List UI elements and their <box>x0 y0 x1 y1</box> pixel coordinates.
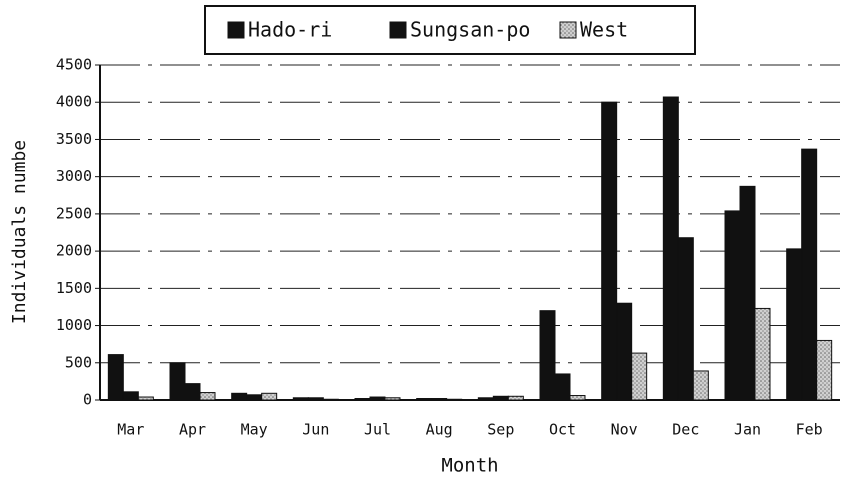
bar <box>122 391 139 401</box>
x-tick-label: Oct <box>549 421 576 439</box>
bar <box>184 383 201 401</box>
bar <box>786 248 803 401</box>
x-axis-label: Month <box>441 455 498 477</box>
y-tick-label: 2500 <box>56 204 92 222</box>
x-tick-label: Feb <box>796 421 823 439</box>
x-tick-label: Nov <box>611 421 638 439</box>
y-tick-label: 3500 <box>56 130 92 148</box>
bar <box>631 352 648 401</box>
y-tick-label: 1500 <box>56 279 92 297</box>
legend-swatch <box>227 21 245 39</box>
y-tick-label: 4500 <box>56 56 92 74</box>
bar <box>739 185 756 401</box>
legend-box <box>204 5 696 55</box>
y-tick-label: 1000 <box>56 316 92 334</box>
x-tick-label: Dec <box>672 421 699 439</box>
bar <box>554 373 571 401</box>
bar <box>231 392 248 401</box>
bar <box>539 310 556 401</box>
bar <box>369 396 386 401</box>
bar <box>754 307 771 401</box>
bar <box>137 396 154 401</box>
y-tick-label: 500 <box>65 353 92 371</box>
y-axis-label: Individuals numbe <box>9 140 30 324</box>
bar <box>431 398 448 401</box>
bar <box>384 397 401 401</box>
x-tick-label: Apr <box>179 421 206 439</box>
bar <box>616 302 633 401</box>
bar <box>662 96 679 401</box>
bar <box>199 392 216 401</box>
bar <box>816 339 833 401</box>
x-tick-label: Aug <box>426 421 453 439</box>
bar <box>307 397 324 401</box>
bar <box>107 354 124 401</box>
bar <box>354 398 371 401</box>
bar <box>292 397 309 401</box>
x-tick-label: Sep <box>487 421 514 439</box>
bar <box>261 392 278 401</box>
legend-label: Sungsan-po <box>410 18 530 42</box>
y-tick-label: 0 <box>83 391 92 409</box>
y-tick-label: 4000 <box>56 93 92 111</box>
bar <box>246 394 263 401</box>
legend-swatch <box>389 21 407 39</box>
legend-label: West <box>580 18 628 42</box>
bar <box>677 237 694 401</box>
bar <box>169 362 186 401</box>
legend-label: Hado-ri <box>248 18 332 42</box>
bar <box>801 148 818 401</box>
bar <box>724 210 741 401</box>
x-tick-label: Jun <box>302 421 329 439</box>
bar <box>492 395 509 401</box>
bar <box>416 398 433 401</box>
y-tick-label: 2000 <box>56 242 92 260</box>
bar <box>601 101 618 401</box>
bar <box>322 398 339 401</box>
x-tick-label: Jan <box>734 421 761 439</box>
bar <box>477 397 494 401</box>
bar <box>507 395 524 401</box>
x-tick-label: Mar <box>117 421 144 439</box>
x-tick-label: Jul <box>364 421 391 439</box>
x-tick-label: May <box>241 421 268 439</box>
bar <box>446 398 463 401</box>
bar <box>692 370 709 401</box>
bar <box>569 395 586 401</box>
legend-swatch <box>559 21 577 39</box>
y-tick-label: 3000 <box>56 167 92 185</box>
